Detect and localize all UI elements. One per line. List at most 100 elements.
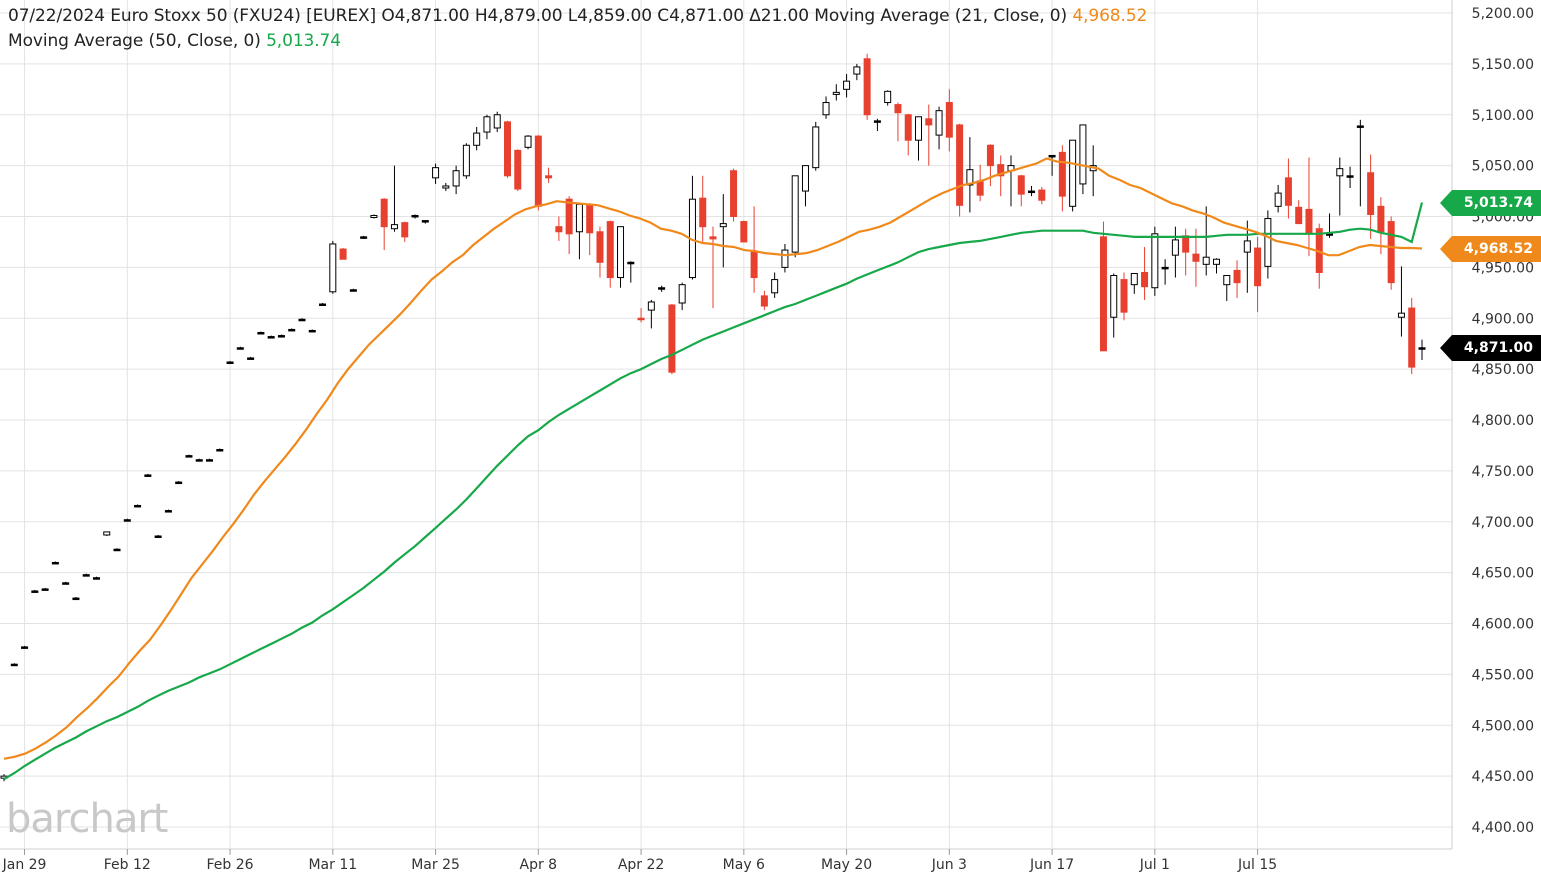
candle	[1336, 157, 1344, 216]
candle-body	[524, 135, 532, 148]
candle-body	[1295, 206, 1303, 225]
candle	[483, 114, 491, 140]
candle	[134, 504, 142, 508]
candle	[1048, 154, 1056, 176]
candle-body	[1346, 175, 1354, 178]
candle-body	[1212, 258, 1220, 265]
candle-body	[678, 284, 686, 304]
candle-body	[288, 328, 296, 332]
y-tick-label: 5,200.00	[1472, 6, 1534, 22]
candle	[1110, 273, 1118, 338]
candle-body	[329, 243, 337, 293]
candle	[986, 144, 994, 186]
candle	[360, 235, 368, 239]
candle	[822, 96, 830, 119]
candle	[1356, 119, 1364, 207]
candle-body	[1151, 233, 1159, 289]
ma21-price-tag: 4,968.52	[1439, 235, 1541, 262]
candle	[524, 135, 532, 150]
candle	[1171, 226, 1179, 278]
candle	[678, 282, 686, 311]
candle	[555, 216, 563, 241]
barchart-logo: barchart	[6, 796, 168, 842]
candle-body	[493, 114, 501, 129]
y-tick-label: 4,950.00	[1472, 260, 1534, 276]
candle-body	[1274, 192, 1282, 207]
candle-body	[771, 279, 779, 294]
candle	[1284, 158, 1292, 219]
candle-body	[277, 335, 285, 338]
candle-body	[647, 301, 655, 311]
candle	[103, 531, 111, 536]
candle-body	[822, 102, 830, 116]
candle	[904, 113, 912, 156]
candle-body	[1069, 139, 1077, 207]
candle-body	[935, 110, 943, 136]
candle-body	[432, 167, 440, 179]
candle-body	[637, 317, 645, 321]
candle	[349, 288, 357, 292]
candle	[1397, 266, 1405, 337]
candle	[976, 164, 984, 202]
candle-body	[380, 198, 388, 228]
candle-body	[945, 102, 953, 138]
candle-body	[1202, 256, 1210, 265]
candle-body	[175, 481, 183, 485]
y-tick-label: 4,700.00	[1472, 515, 1534, 531]
candle	[1346, 166, 1354, 189]
candle-body	[658, 287, 666, 290]
candle-body	[740, 221, 748, 243]
candle	[1326, 213, 1334, 238]
candle-body	[390, 224, 398, 230]
candle	[843, 74, 851, 98]
candle-body	[555, 226, 563, 233]
candle-body	[1223, 275, 1231, 286]
candle	[791, 175, 799, 258]
candle-body	[154, 535, 162, 538]
y-tick-label: 4,450.00	[1472, 769, 1534, 785]
candle	[1151, 226, 1159, 296]
candle	[760, 290, 768, 311]
candle-body	[1387, 221, 1395, 284]
candle	[1058, 145, 1066, 212]
candle-body	[1182, 235, 1190, 253]
candle	[534, 135, 542, 211]
candle-body	[247, 357, 255, 360]
candle-body	[1243, 240, 1251, 253]
candle	[586, 203, 594, 256]
y-axis: 5,200.005,150.005,100.005,050.005,000.00…	[1472, 6, 1534, 836]
ma50-price-tag: 5,013.74	[1439, 189, 1541, 216]
candle	[956, 123, 964, 217]
candle-body	[308, 329, 316, 333]
candle-body	[1397, 312, 1405, 318]
candle	[226, 360, 234, 365]
candle-body	[781, 249, 789, 268]
candle	[1274, 184, 1282, 213]
candle	[308, 329, 316, 333]
candle	[637, 308, 645, 323]
candle	[668, 304, 676, 375]
candle-body	[832, 91, 840, 95]
candle-body	[1038, 189, 1046, 201]
candle	[1192, 228, 1200, 287]
candle	[945, 89, 953, 152]
candle-body	[801, 165, 809, 192]
candle	[62, 581, 70, 585]
candle	[1017, 174, 1025, 207]
candle	[370, 214, 378, 219]
y-tick-label: 4,600.00	[1472, 617, 1534, 633]
candle-body	[514, 149, 522, 190]
candle	[277, 334, 285, 338]
candle-body	[195, 459, 203, 462]
candle	[144, 473, 152, 477]
candle-body	[339, 248, 347, 260]
candle-body	[966, 169, 974, 186]
candle	[339, 248, 347, 260]
candle	[688, 175, 696, 280]
candle	[10, 663, 18, 667]
candle-body	[401, 222, 409, 238]
candle-body	[473, 132, 481, 146]
candle	[565, 196, 573, 255]
candle-body	[462, 144, 470, 177]
